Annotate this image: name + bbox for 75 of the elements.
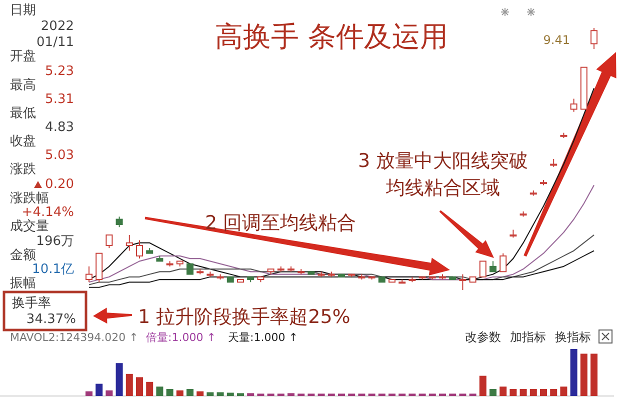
bar — [176, 390, 184, 396]
annotation: 3 放量中大阳线突破 — [358, 150, 528, 172]
text: 天量:1.000 ↑ — [228, 331, 298, 344]
bar — [136, 377, 143, 396]
text: 改参数 — [465, 330, 501, 344]
text: 加指标 — [510, 330, 546, 344]
candlestick — [186, 263, 194, 275]
bar — [146, 382, 154, 396]
text: 振幅 — [10, 276, 36, 291]
bar — [216, 392, 224, 396]
text: 01/11 — [36, 35, 74, 50]
text: 196万 — [36, 234, 74, 249]
candlestick — [126, 234, 133, 252]
text: 10.1亿 — [32, 262, 74, 277]
bar — [520, 388, 527, 396]
text: 换手率 — [12, 295, 51, 311]
text: 5.03 — [45, 148, 74, 163]
bar — [237, 393, 244, 396]
candlestick — [106, 234, 113, 249]
text: 成交量 — [10, 218, 49, 234]
annotation: 均线粘合区域 — [385, 177, 500, 199]
text: 0.20 — [45, 177, 74, 192]
bar — [510, 388, 517, 396]
bar — [106, 390, 113, 396]
bar — [196, 391, 204, 396]
bar — [479, 376, 486, 396]
bar — [186, 388, 194, 396]
text: 5.31 — [45, 92, 74, 107]
candlestick — [500, 252, 507, 272]
text: 开盘 — [10, 49, 36, 64]
bar — [530, 388, 537, 396]
candlestick — [590, 28, 598, 50]
bar — [86, 391, 92, 396]
bar — [126, 374, 133, 396]
bar — [206, 392, 214, 396]
candlestick — [136, 240, 143, 260]
candlestick — [570, 98, 578, 112]
text: 收盘 — [10, 134, 36, 149]
bar — [247, 393, 254, 396]
candlestick — [116, 216, 123, 228]
text: 最高 — [10, 77, 36, 93]
candlestick — [479, 260, 486, 278]
bar — [570, 349, 578, 396]
bar — [580, 354, 588, 396]
candlestick — [459, 274, 466, 290]
bar — [540, 388, 547, 396]
text: 金额 — [10, 248, 36, 263]
text: 最低 — [10, 106, 36, 121]
text: +4.14% — [22, 205, 74, 220]
bar — [490, 388, 496, 396]
bar — [550, 388, 558, 396]
bar — [156, 386, 164, 396]
candlestick — [490, 260, 496, 272]
text: 2022 — [40, 19, 74, 34]
annotation: 9.41 — [543, 33, 570, 47]
text: 换指标 — [555, 330, 591, 344]
bar — [288, 393, 294, 396]
text: 涨跌幅 — [10, 191, 49, 206]
text: 日期 — [10, 3, 36, 18]
bar — [500, 386, 507, 396]
text: 倍量:1.000 ↑ — [146, 331, 216, 344]
bar — [590, 354, 598, 396]
text: 1 拉升阶段换手率超25% — [138, 306, 350, 328]
bar — [166, 388, 174, 396]
text: 34.37% — [26, 312, 76, 327]
chart-title: 高换手 条件及运用 — [215, 20, 448, 53]
text: 涨跌 — [10, 162, 36, 177]
candlestick — [86, 266, 92, 283]
text: 5.23 — [45, 64, 74, 79]
text: 4.83 — [45, 120, 74, 135]
bar — [96, 384, 103, 396]
bar — [226, 392, 234, 396]
bar — [560, 386, 568, 396]
bar — [116, 363, 123, 396]
text: MAVOL2:124394.020 ↑ — [10, 331, 138, 344]
